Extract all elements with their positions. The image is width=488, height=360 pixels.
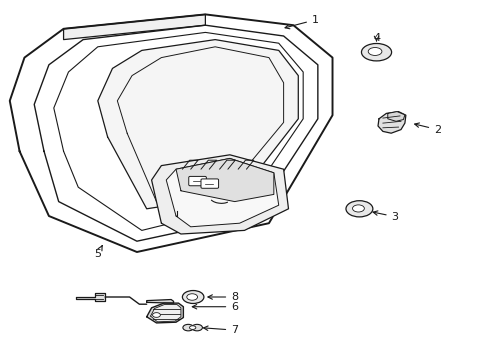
Ellipse shape [152,312,160,318]
Polygon shape [387,112,404,121]
Text: 2: 2 [414,123,440,135]
Polygon shape [377,112,405,133]
Text: 7: 7 [203,325,238,335]
Ellipse shape [182,291,203,303]
Polygon shape [146,303,183,323]
FancyBboxPatch shape [188,176,206,186]
Polygon shape [98,40,298,209]
Ellipse shape [352,205,364,212]
Text: 8: 8 [207,292,238,302]
Polygon shape [151,155,288,234]
Text: 4: 4 [372,33,379,43]
Polygon shape [150,305,181,322]
Ellipse shape [346,201,372,217]
Text: 1: 1 [285,15,318,29]
Polygon shape [63,14,205,40]
Polygon shape [10,14,332,252]
Ellipse shape [367,48,381,55]
Polygon shape [166,158,278,227]
Text: 6: 6 [192,302,238,312]
Ellipse shape [361,44,391,61]
Ellipse shape [183,324,193,331]
FancyBboxPatch shape [201,179,218,188]
Ellipse shape [191,324,202,331]
Ellipse shape [189,326,195,329]
Polygon shape [176,158,273,202]
Ellipse shape [186,294,197,300]
Text: 5: 5 [94,246,102,259]
Polygon shape [76,293,105,301]
Text: 3: 3 [372,211,398,222]
Polygon shape [146,300,173,303]
